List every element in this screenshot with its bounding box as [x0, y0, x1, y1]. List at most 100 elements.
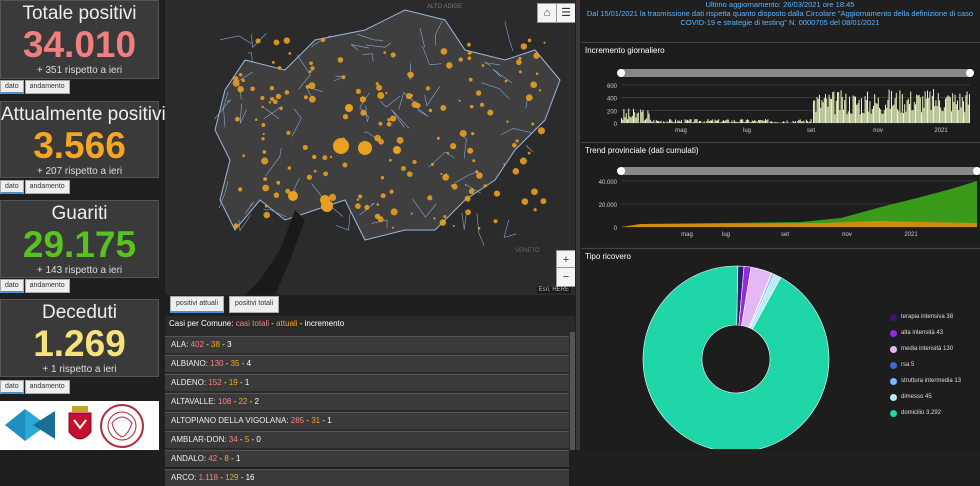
comune-marker[interactable] — [260, 96, 264, 100]
comune-marker[interactable] — [242, 154, 245, 157]
comune-marker[interactable] — [410, 94, 413, 97]
comune-marker[interactable] — [323, 171, 328, 176]
comune-marker[interactable] — [389, 190, 393, 194]
comune-marker[interactable] — [343, 114, 348, 119]
comune-marker[interactable] — [321, 38, 325, 42]
comune-marker[interactable] — [256, 38, 261, 43]
comune-marker[interactable] — [342, 163, 347, 168]
legend-item[interactable]: terapia intensiva 38 — [890, 311, 961, 323]
comune-marker[interactable] — [407, 72, 413, 78]
tab-dato[interactable]: dato — [0, 180, 24, 194]
tab-andamento[interactable]: andamento — [25, 279, 70, 293]
comune-marker[interactable] — [356, 89, 361, 94]
comune-marker[interactable] — [522, 198, 529, 205]
comune-marker[interactable] — [279, 107, 282, 110]
ricovero-donut-chart[interactable] — [581, 259, 881, 449]
comune-marker[interactable] — [487, 110, 493, 116]
comune-marker[interactable] — [330, 156, 332, 158]
legend-item[interactable]: struttura intermedia 13 — [890, 375, 961, 387]
comune-marker[interactable] — [540, 198, 546, 204]
comune-marker[interactable] — [329, 194, 336, 201]
comune-marker[interactable] — [272, 61, 275, 64]
comune-marker[interactable] — [426, 86, 430, 90]
comune-marker[interactable] — [472, 159, 475, 162]
comune-marker[interactable] — [309, 61, 313, 65]
comune-marker[interactable] — [450, 143, 456, 149]
comune-marker[interactable] — [531, 188, 538, 195]
comune-marker[interactable] — [478, 227, 481, 230]
comune-marker[interactable] — [516, 59, 522, 65]
comune-marker[interactable] — [376, 203, 379, 206]
comune-marker[interactable] — [378, 139, 384, 145]
comune-marker[interactable] — [476, 90, 481, 95]
comune-marker[interactable] — [483, 184, 486, 187]
comune-marker[interactable] — [385, 92, 387, 94]
comune-marker[interactable] — [383, 51, 386, 54]
comune-marker[interactable] — [263, 150, 267, 154]
comune-marker[interactable] — [306, 85, 310, 89]
comune-marker[interactable] — [520, 158, 527, 165]
comune-marker[interactable] — [391, 208, 398, 215]
comune-marker[interactable] — [360, 110, 366, 116]
legend-item[interactable]: domicilio 3.292 — [890, 407, 961, 419]
comune-marker[interactable] — [288, 191, 298, 201]
comune-marker[interactable] — [342, 75, 346, 79]
comune-marker[interactable] — [270, 97, 274, 101]
comune-marker[interactable] — [241, 79, 244, 82]
comune-marker[interactable] — [446, 62, 452, 68]
comune-marker[interactable] — [440, 173, 442, 175]
comune-marker[interactable] — [513, 168, 520, 175]
comune-marker[interactable] — [521, 43, 527, 49]
zoom-out-button[interactable]: − — [556, 267, 575, 287]
comune-marker[interactable] — [270, 86, 274, 90]
comune-marker[interactable] — [286, 131, 290, 135]
comune-marker[interactable] — [480, 103, 484, 107]
comune-marker[interactable] — [278, 66, 282, 70]
comune-marker[interactable] — [381, 193, 386, 198]
comune-marker[interactable] — [308, 82, 315, 89]
tab-dato[interactable]: dato — [0, 279, 24, 293]
comune-marker[interactable] — [376, 82, 379, 85]
comune-marker[interactable] — [453, 225, 455, 227]
comune-marker[interactable] — [469, 188, 475, 194]
layer-list-button[interactable]: ☰ — [556, 3, 575, 23]
list-item[interactable]: ALDENO: 152 - 19 - 1 — [165, 374, 569, 391]
comune-marker[interactable] — [333, 138, 349, 154]
legend-item[interactable]: media intensità 130 — [890, 343, 961, 355]
comune-marker[interactable] — [378, 122, 382, 126]
map-canvas[interactable] — [165, 0, 575, 295]
comune-marker[interactable] — [276, 94, 281, 99]
comune-marker[interactable] — [313, 156, 316, 159]
comune-marker[interactable] — [468, 56, 472, 60]
comune-marker[interactable] — [431, 163, 434, 166]
comune-marker[interactable] — [506, 121, 508, 123]
comune-marker[interactable] — [288, 166, 292, 170]
list-item[interactable]: ANDALO: 42 - 8 - 1 — [165, 450, 569, 467]
comune-marker[interactable] — [467, 43, 471, 47]
comune-marker[interactable] — [536, 72, 539, 75]
comune-marker[interactable] — [375, 214, 380, 219]
comune-marker[interactable] — [255, 118, 258, 121]
comune-marker[interactable] — [261, 123, 265, 127]
comune-marker[interactable] — [322, 155, 327, 160]
comune-marker[interactable] — [465, 209, 471, 215]
comune-marker[interactable] — [269, 101, 272, 104]
comune-marker[interactable] — [528, 39, 532, 43]
comune-marker[interactable] — [476, 172, 483, 179]
comune-marker[interactable] — [442, 174, 449, 181]
tab-positivi-attuali[interactable]: positivi attuali — [170, 296, 224, 313]
comune-marker[interactable] — [447, 152, 449, 154]
comune-marker[interactable] — [261, 106, 263, 108]
comune-marker[interactable] — [411, 213, 413, 215]
comune-marker[interactable] — [412, 101, 418, 107]
comune-marker[interactable] — [459, 100, 461, 102]
map-view[interactable]: ALTO ADIGE VENETO ⌂ ☰ + − Esri, HERE — [165, 0, 575, 295]
comune-marker[interactable] — [391, 52, 396, 57]
comune-marker[interactable] — [261, 137, 264, 140]
comune-marker[interactable] — [376, 85, 382, 91]
comune-marker[interactable] — [338, 57, 344, 63]
list-item[interactable]: ALBIANO: 130 - 35 - 4 — [165, 355, 569, 372]
comune-marker[interactable] — [239, 73, 243, 77]
comune-marker[interactable] — [263, 212, 270, 219]
